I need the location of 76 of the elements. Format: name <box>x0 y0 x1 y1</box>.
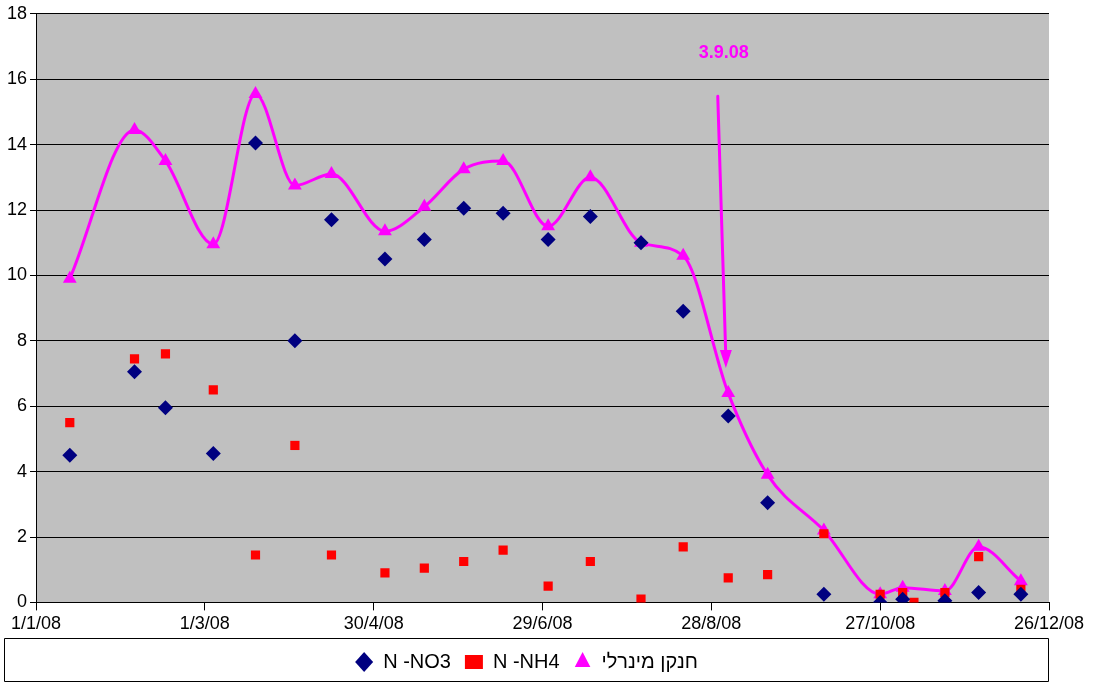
point <box>816 586 832 602</box>
point <box>498 545 508 555</box>
point <box>127 121 142 134</box>
point <box>763 570 773 580</box>
point <box>208 385 218 395</box>
point <box>62 447 78 463</box>
legend-label: N -NO3 <box>383 649 451 672</box>
point <box>582 209 598 225</box>
x-tick-label: 27/10/08 <box>845 613 916 634</box>
point <box>62 270 77 283</box>
point <box>456 200 472 216</box>
y-tick-label: 2 <box>17 525 28 546</box>
point <box>326 550 337 560</box>
y-tick-label: 18 <box>6 2 28 23</box>
point <box>760 495 776 511</box>
point <box>158 152 173 165</box>
legend-label: N -NH4 <box>492 649 560 672</box>
y-tick-label: 6 <box>17 395 28 416</box>
point <box>287 333 303 349</box>
point <box>250 550 261 560</box>
point <box>206 236 221 249</box>
point <box>205 446 221 462</box>
point <box>323 212 339 228</box>
point <box>496 152 511 165</box>
point <box>676 247 691 260</box>
point <box>129 354 140 364</box>
point <box>248 135 263 151</box>
point <box>633 235 649 251</box>
y-tick-label: 0 <box>17 591 28 612</box>
x-tick-label: 1/3/08 <box>179 613 230 634</box>
point <box>1013 573 1028 586</box>
y-tick-label: 12 <box>6 198 28 219</box>
point <box>720 408 736 424</box>
y-tick-label: 8 <box>17 329 28 350</box>
point <box>543 581 553 591</box>
point <box>721 385 736 398</box>
point <box>678 542 688 552</box>
point <box>495 205 511 221</box>
annotation: 3.9.08 <box>698 41 749 62</box>
point <box>324 166 339 179</box>
point <box>65 417 75 428</box>
point <box>380 568 390 578</box>
x-tick-label: 28/8/08 <box>681 613 742 634</box>
y-tick-label: 10 <box>6 264 28 285</box>
point <box>583 169 598 182</box>
y-tick-label: 16 <box>6 68 28 89</box>
point <box>416 231 432 247</box>
point <box>636 594 646 603</box>
point <box>585 556 595 567</box>
point <box>127 364 143 380</box>
x-tick-label: 1/1/08 <box>11 613 62 634</box>
point <box>723 573 733 583</box>
point <box>377 251 393 267</box>
point <box>157 400 173 416</box>
y-tick-label: 4 <box>17 460 28 481</box>
point <box>248 85 263 98</box>
y-tick-label: 14 <box>6 133 28 154</box>
point <box>971 585 987 601</box>
point <box>540 231 556 247</box>
point <box>675 303 691 319</box>
point <box>459 556 469 567</box>
point <box>456 161 471 174</box>
point <box>819 529 829 539</box>
point <box>378 223 392 236</box>
x-tick-label: 26/12/08 <box>1013 613 1085 634</box>
point <box>290 440 300 451</box>
point <box>419 563 429 573</box>
point <box>974 552 984 562</box>
point <box>1013 586 1029 602</box>
x-tick-label: 30/4/08 <box>343 613 404 634</box>
point <box>287 177 302 190</box>
x-tick-label: 29/6/08 <box>512 613 573 634</box>
point <box>541 218 556 231</box>
legend-label: חנקן מינרלי <box>601 649 698 672</box>
point <box>160 349 171 359</box>
point <box>417 198 432 211</box>
